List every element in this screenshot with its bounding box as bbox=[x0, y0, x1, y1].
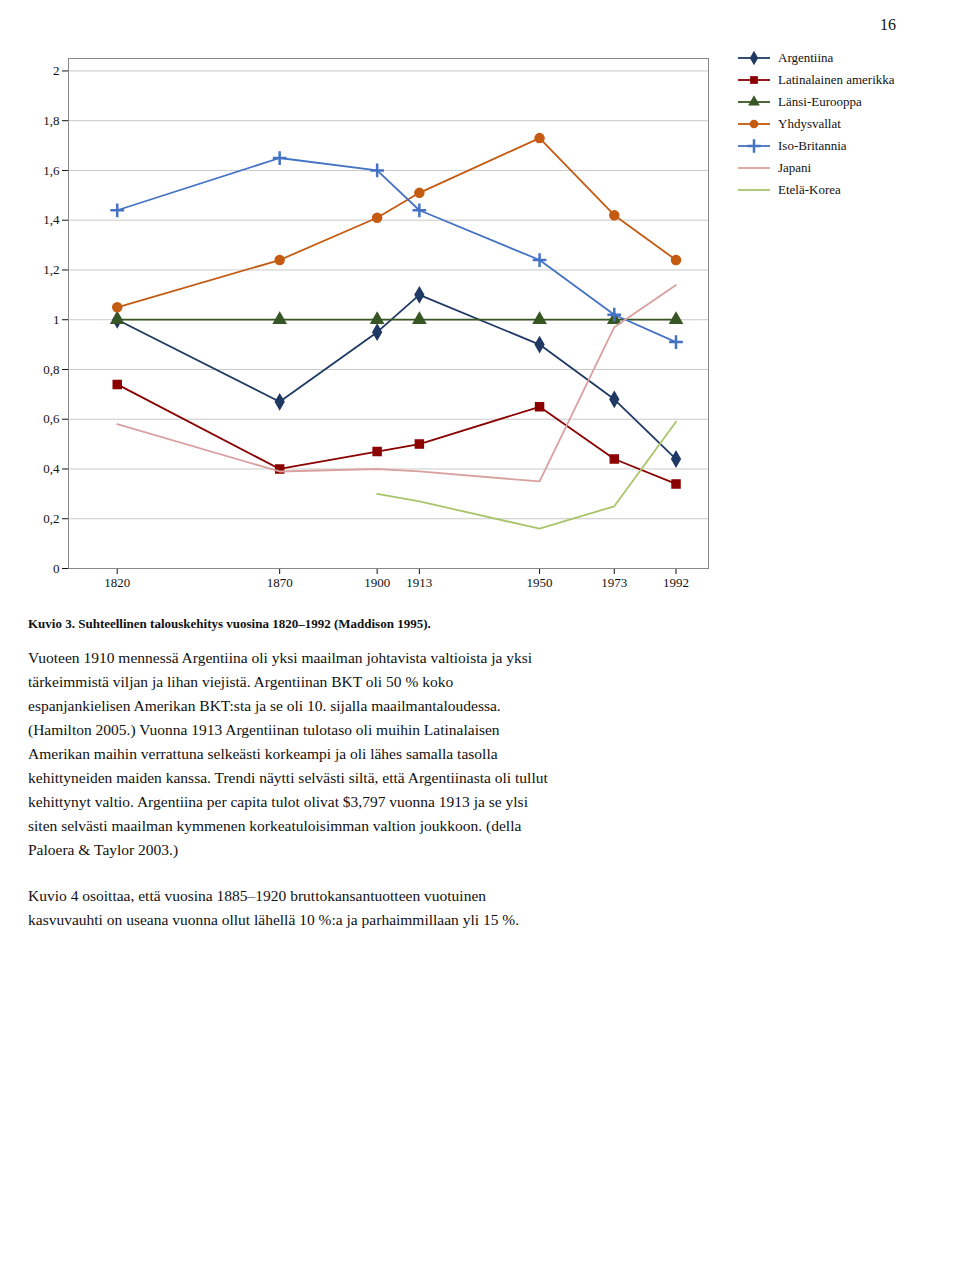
svg-text:1913: 1913 bbox=[406, 575, 432, 590]
html-text:Kuvio 3. Suhteellinen talouske: Kuvio 3. Suhteellinen talouskehitys vuos… bbox=[28, 616, 431, 631]
html-text:kehittynyt valtio. Argentiina: kehittynyt valtio. Argentiina per capita… bbox=[28, 793, 528, 811]
svg-text:1820: 1820 bbox=[104, 575, 130, 590]
html-text:Iso-Britannia: Iso-Britannia bbox=[778, 138, 847, 153]
svg-text:0,8: 0,8 bbox=[43, 362, 59, 377]
html-text:kasvuvauhti on useana vuonna o: kasvuvauhti on useana vuonna ollut lähel… bbox=[28, 911, 520, 929]
html-text:Yhdysvallat: Yhdysvallat bbox=[778, 116, 841, 131]
svg-text:0: 0 bbox=[53, 561, 60, 576]
svg-text:2: 2 bbox=[53, 63, 60, 78]
svg-text:1,6: 1,6 bbox=[43, 163, 60, 178]
html-text:16: 16 bbox=[880, 16, 896, 33]
svg-text:1973: 1973 bbox=[601, 575, 627, 590]
svg-text:1,2: 1,2 bbox=[43, 262, 59, 277]
html-text:(Hamilton 2005.) Vuonna 1913 A: (Hamilton 2005.) Vuonna 1913 Argentiinan… bbox=[28, 721, 500, 738]
html-text:Japani: Japani bbox=[778, 160, 812, 175]
svg-text:1992: 1992 bbox=[663, 575, 689, 590]
html-text:Kuvio 4 osoittaa, että vuosina: Kuvio 4 osoittaa, että vuosina 1885–1920… bbox=[28, 887, 486, 905]
html-text:espanjankielisen Amerikan BKT:: espanjankielisen Amerikan BKT:sta ja se … bbox=[28, 697, 501, 714]
svg-text:1950: 1950 bbox=[527, 575, 553, 590]
html-text:Vuoteen 1910 mennessä Argentii: Vuoteen 1910 mennessä Argentiina oli yks… bbox=[28, 649, 533, 666]
html-text:Latinalainen amerikka: Latinalainen amerikka bbox=[778, 72, 895, 87]
html-text:Länsi-Eurooppa: Länsi-Eurooppa bbox=[778, 94, 862, 109]
svg-text:0,2: 0,2 bbox=[43, 511, 59, 526]
svg-text:1,8: 1,8 bbox=[43, 113, 59, 128]
html-text:Etelä-Korea: Etelä-Korea bbox=[778, 182, 841, 197]
html-text:Paloera & Taylor 2003.): Paloera & Taylor 2003.) bbox=[28, 841, 179, 859]
html-text:Amerikan maihin verrattuna sel: Amerikan maihin verrattuna selkeästi kor… bbox=[28, 745, 498, 763]
html-text:tärkeimmistä viljan ja lihan v: tärkeimmistä viljan ja lihan viejistä. A… bbox=[28, 673, 454, 690]
html-text:siten selvästi maailman kymmen: siten selvästi maailman kymmenen korkeat… bbox=[28, 817, 522, 835]
html-text:Argentiina: Argentiina bbox=[778, 50, 834, 65]
svg-text:0,6: 0,6 bbox=[43, 411, 60, 426]
svg-text:1: 1 bbox=[53, 312, 60, 327]
svg-text:0,4: 0,4 bbox=[43, 461, 60, 476]
html-text:kehittyneiden maiden kanssa. T: kehittyneiden maiden kanssa. Trendi näyt… bbox=[28, 769, 548, 787]
svg-text:1900: 1900 bbox=[364, 575, 390, 590]
svg-text:1870: 1870 bbox=[267, 575, 293, 590]
svg-text:1,4: 1,4 bbox=[43, 212, 60, 227]
